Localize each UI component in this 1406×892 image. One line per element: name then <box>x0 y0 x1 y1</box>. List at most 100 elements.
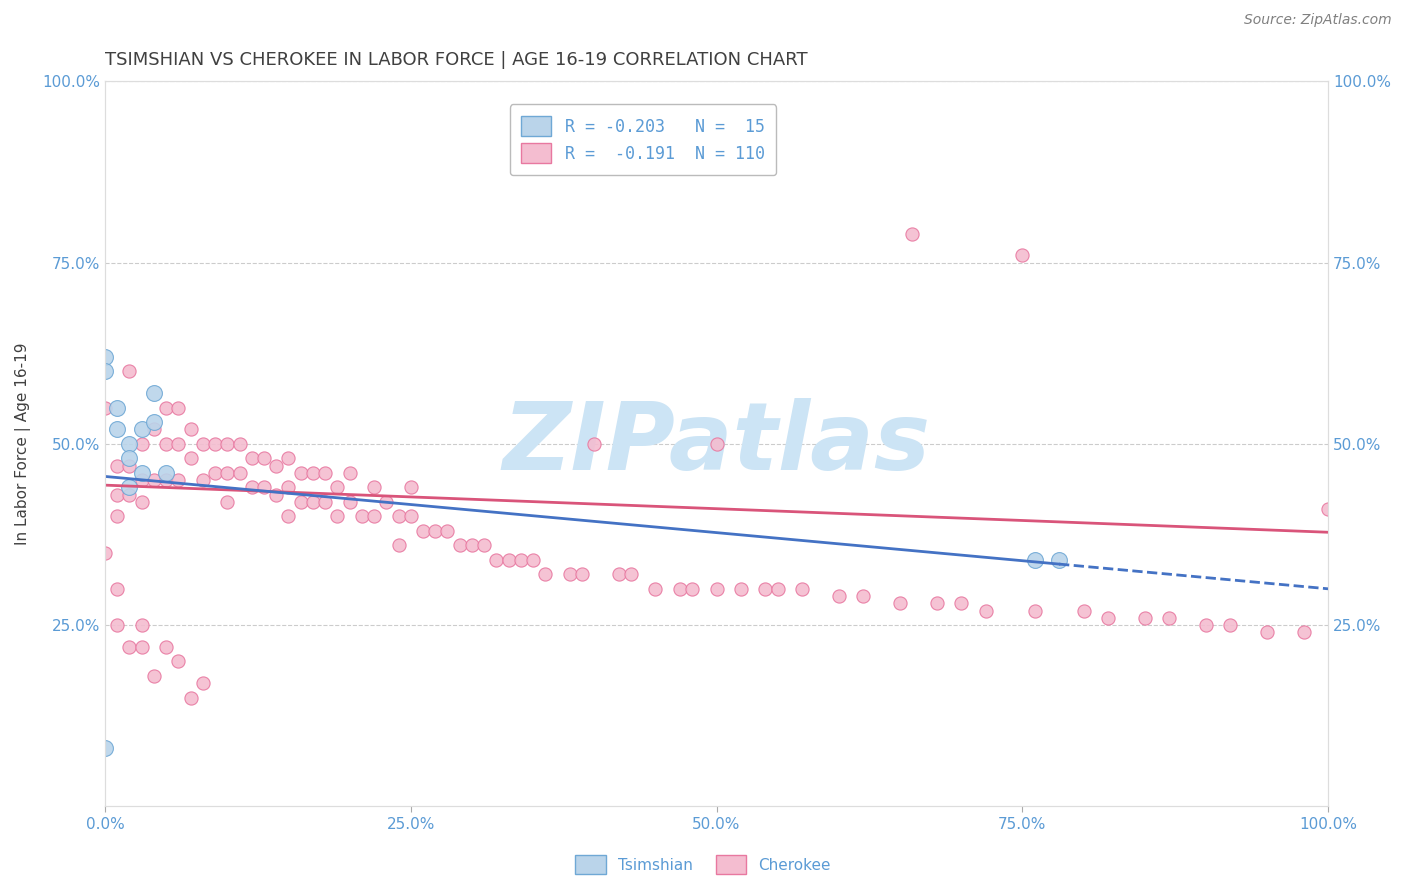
Point <box>766 582 789 596</box>
Point <box>167 401 190 415</box>
Point <box>180 690 202 705</box>
Point <box>105 422 128 436</box>
Point <box>131 437 153 451</box>
Point <box>131 422 153 436</box>
Point <box>449 538 471 552</box>
Point <box>290 495 312 509</box>
Point <box>105 509 128 524</box>
Point <box>94 545 117 559</box>
Text: ZIPatlas: ZIPatlas <box>502 398 931 490</box>
Point <box>180 451 202 466</box>
Point <box>240 451 263 466</box>
Point <box>1219 618 1241 632</box>
Point <box>118 458 141 473</box>
Point <box>363 480 385 494</box>
Point <box>167 654 190 668</box>
Point <box>363 509 385 524</box>
Point <box>425 524 447 538</box>
Point <box>1024 553 1046 567</box>
Point <box>522 553 544 567</box>
Point <box>387 538 409 552</box>
Point <box>264 487 287 501</box>
Point <box>498 553 520 567</box>
Point <box>571 567 593 582</box>
Point <box>387 509 409 524</box>
Point <box>485 553 508 567</box>
Point <box>167 437 190 451</box>
Point <box>131 466 153 480</box>
Legend: R = -0.203   N =  15, R =  -0.191  N = 110: R = -0.203 N = 15, R = -0.191 N = 110 <box>510 104 776 175</box>
Point <box>118 487 141 501</box>
Point <box>118 364 141 378</box>
Point <box>204 466 226 480</box>
Point <box>253 480 276 494</box>
Point <box>217 495 239 509</box>
Point <box>180 422 202 436</box>
Point <box>191 676 214 690</box>
Point <box>142 415 165 429</box>
Point <box>167 473 190 487</box>
Point <box>302 466 325 480</box>
Point <box>142 422 165 436</box>
Point <box>399 509 422 524</box>
Point <box>1317 502 1340 516</box>
Point <box>94 741 117 756</box>
Point <box>131 618 153 632</box>
Point <box>509 553 531 567</box>
Point <box>792 582 814 596</box>
Point <box>105 582 128 596</box>
Point <box>1073 603 1095 617</box>
Point <box>142 473 165 487</box>
Point <box>925 596 948 610</box>
Point <box>131 495 153 509</box>
Point <box>302 495 325 509</box>
Point <box>277 451 299 466</box>
Point <box>142 669 165 683</box>
Point <box>290 466 312 480</box>
Point <box>472 538 495 552</box>
Point <box>375 495 398 509</box>
Point <box>118 640 141 654</box>
Point <box>1047 553 1070 567</box>
Point <box>131 473 153 487</box>
Y-axis label: In Labor Force | Age 16-19: In Labor Force | Age 16-19 <box>15 343 31 545</box>
Point <box>191 437 214 451</box>
Point <box>1256 625 1278 640</box>
Point <box>754 582 776 596</box>
Point <box>228 466 250 480</box>
Point <box>889 596 911 610</box>
Text: Source: ZipAtlas.com: Source: ZipAtlas.com <box>1244 13 1392 28</box>
Point <box>1097 611 1119 625</box>
Point <box>277 509 299 524</box>
Point <box>118 451 141 466</box>
Point <box>240 480 263 494</box>
Point <box>155 640 177 654</box>
Point <box>974 603 997 617</box>
Point <box>131 640 153 654</box>
Point <box>436 524 458 538</box>
Point <box>142 386 165 401</box>
Point <box>669 582 692 596</box>
Point <box>681 582 703 596</box>
Legend: Tsimshian, Cherokee: Tsimshian, Cherokee <box>569 849 837 880</box>
Point <box>644 582 666 596</box>
Point <box>155 466 177 480</box>
Point <box>534 567 557 582</box>
Point <box>118 480 141 494</box>
Point <box>217 437 239 451</box>
Point <box>1195 618 1218 632</box>
Point <box>412 524 434 538</box>
Point <box>1024 603 1046 617</box>
Point <box>583 437 606 451</box>
Point <box>105 618 128 632</box>
Point <box>155 473 177 487</box>
Point <box>94 350 117 364</box>
Point <box>901 227 924 241</box>
Point <box>1159 611 1181 625</box>
Point <box>461 538 484 552</box>
Point <box>155 401 177 415</box>
Point <box>155 437 177 451</box>
Point <box>94 401 117 415</box>
Point <box>105 458 128 473</box>
Point <box>1292 625 1315 640</box>
